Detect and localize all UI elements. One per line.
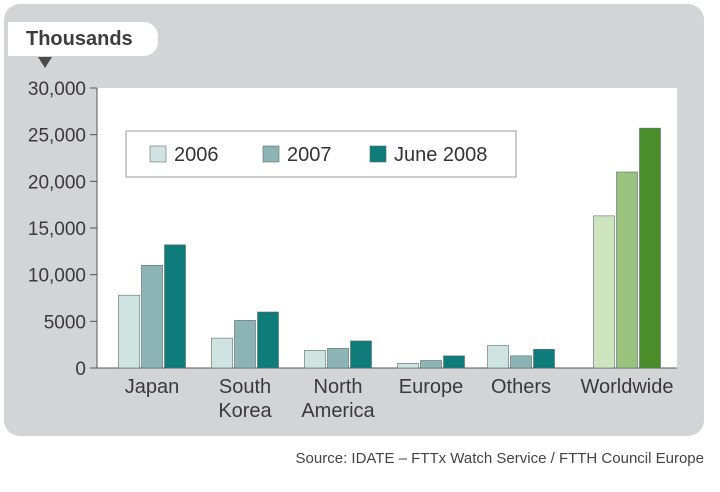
y-tick-label: 0 xyxy=(75,359,86,380)
bar-north-america-2007 xyxy=(327,348,349,369)
y-tick-label: 10,000 xyxy=(28,266,86,287)
bar-japan-june-2008 xyxy=(164,244,186,369)
bar-worldwide-june-2008 xyxy=(639,127,661,369)
y-tick-label: 15,000 xyxy=(28,219,86,240)
category-label: Japan xyxy=(125,376,180,398)
x-axis-labels: Japan South Korea North America Europe Others W… xyxy=(125,376,674,422)
bar-south-korea-2007 xyxy=(234,320,256,369)
legend-box xyxy=(125,130,517,178)
bar-north-america-2006 xyxy=(304,349,326,369)
bar-south-korea-2006 xyxy=(211,337,233,369)
legend-label: June 2008 xyxy=(394,144,487,166)
legend: 2006 2007 June 2008 xyxy=(125,130,517,178)
y-tick-label: 5000 xyxy=(44,312,86,333)
unit-arrow-icon xyxy=(38,57,52,68)
category-label: Europe xyxy=(399,376,464,398)
bar-japan-2007 xyxy=(141,265,163,369)
bar-north-america-june-2008 xyxy=(350,340,372,369)
bars xyxy=(118,127,661,369)
bar-others-june-2008 xyxy=(533,349,555,369)
y-tick-label: 30,000 xyxy=(28,79,86,100)
y-tick-label: 20,000 xyxy=(28,172,86,193)
legend-label: 2007 xyxy=(287,144,332,166)
category-label: North America xyxy=(301,376,375,422)
y-tick-label: 25,000 xyxy=(28,126,86,147)
bar-others-2006 xyxy=(487,345,509,369)
category-label: Others xyxy=(491,376,551,398)
bar-europe-2006 xyxy=(397,363,419,369)
unit-label: Thousands xyxy=(8,22,158,56)
bar-south-korea-june-2008 xyxy=(257,311,279,369)
category-label: Worldwide xyxy=(581,376,674,398)
category-label: South Korea xyxy=(218,376,272,422)
legend-label: 2006 xyxy=(174,144,219,166)
bar-others-2007 xyxy=(510,355,532,369)
bar-europe-june-2008 xyxy=(443,355,465,369)
bar-worldwide-2006 xyxy=(593,215,615,369)
source-note: Source: IDATE – FTTx Watch Service / FTT… xyxy=(295,450,704,467)
y-axis: 0 5000 10,000 15,000 20,000 25,000 30,000 xyxy=(28,79,677,380)
bar-worldwide-2007 xyxy=(616,171,638,369)
legend-swatch xyxy=(262,145,280,163)
legend-swatch xyxy=(149,145,167,163)
legend-swatch xyxy=(369,145,387,163)
bar-japan-2006 xyxy=(118,294,140,369)
bar-europe-2007 xyxy=(420,360,442,369)
